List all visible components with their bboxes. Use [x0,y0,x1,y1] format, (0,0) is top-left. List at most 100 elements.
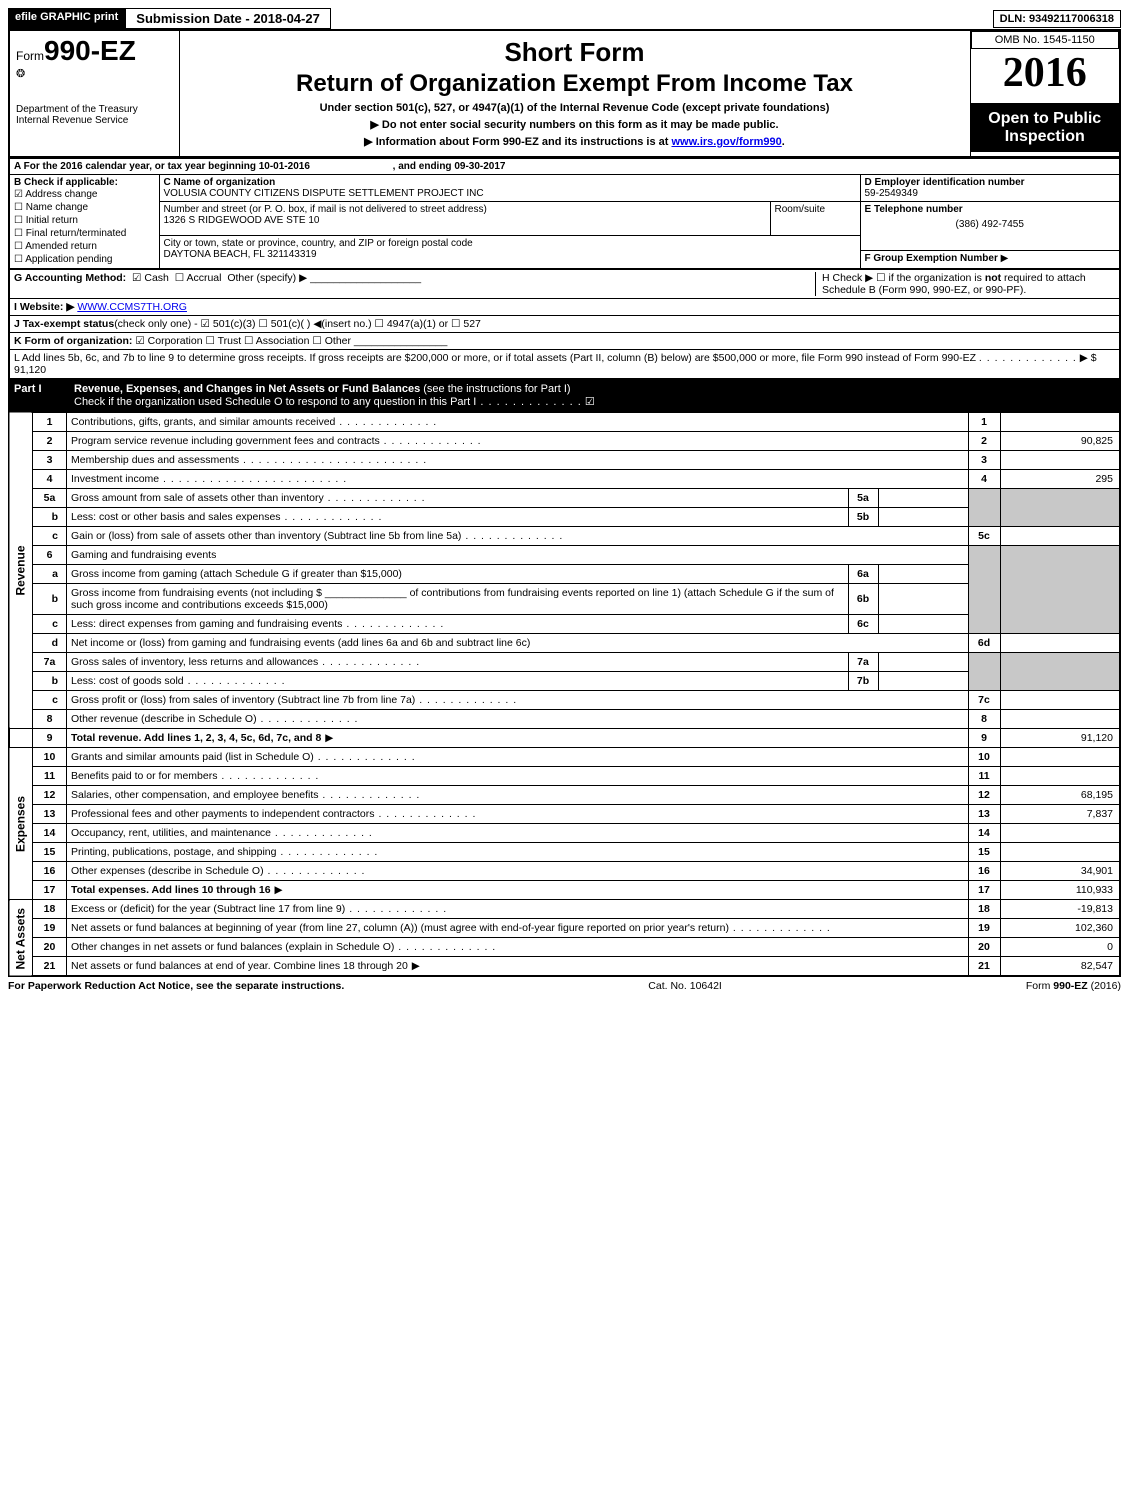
section-l: L Add lines 5b, 6c, and 7b to line 9 to … [10,350,1119,378]
line-rn: 1 [968,412,1000,432]
line-desc: Investment income [71,473,159,485]
line-desc: Program service revenue including govern… [71,435,380,447]
omb-number: OMB No. 1545-1150 [971,31,1120,49]
chk-address-change[interactable]: Address change [14,188,155,201]
efile-print-button[interactable]: efile GRAPHIC print [8,8,125,29]
line-num: c [33,527,67,546]
line-rn: 8 [968,710,1000,729]
line-rn: 5c [968,527,1000,546]
line-desc: Grants and similar amounts paid (list in… [71,751,314,763]
line-desc: Gross income from fundraising events (no… [71,587,322,599]
mini-label: 7b [848,672,878,691]
line-desc: Less: cost or other basis and sales expe… [71,511,281,523]
line-desc: Gross sales of inventory, less returns a… [71,656,318,668]
section-a-line: A For the 2016 calendar year, or tax yea… [14,161,310,172]
submission-date-box: Submission Date - 2018-04-27 [125,8,331,29]
line-rn: 17 [968,881,1000,900]
line-amount: 68,195 [1000,786,1120,805]
line-desc: Net assets or fund balances at end of ye… [71,960,408,972]
line-num: 11 [33,767,67,786]
line-amount: 0 [1000,938,1120,957]
section-h: H Check ▶ ☐ if the organization is not r… [815,272,1115,296]
b-label: B Check if applicable: [14,177,118,188]
website-link[interactable]: WWW.CCMS7TH.ORG [77,301,187,313]
line-desc: Gain or (loss) from sale of assets other… [71,530,461,542]
subdate-value: 2018-04-27 [253,11,320,26]
chk-amended-return[interactable]: Amended return [14,240,155,253]
short-form-title: Short Form [186,37,964,68]
mini-value [878,615,968,634]
mini-label: 5a [848,489,878,508]
line-rn: 19 [968,919,1000,938]
mini-value [878,565,968,584]
line-rn: 10 [968,748,1000,767]
line-num: 19 [33,919,67,938]
line-amount [1000,451,1120,470]
line-num: 1 [33,412,67,432]
chk-initial-return[interactable]: Initial return [14,214,155,227]
line-amount: 295 [1000,470,1120,489]
part-1-title: Revenue, Expenses, and Changes in Net As… [74,383,1115,408]
chk-final-return[interactable]: Final return/terminated [14,227,155,240]
line-amount [1000,824,1120,843]
line-amount: 82,547 [1000,957,1120,977]
under-section-subtitle: Under section 501(c), 527, or 4947(a)(1)… [186,102,964,114]
chk-application-pending[interactable]: Application pending [14,253,155,266]
line-num: 10 [33,748,67,767]
shaded-cell [1000,546,1120,634]
dept-treasury: Department of the Treasury [16,104,173,115]
phone-value: (386) 492-7455 [865,215,1116,234]
open-to-public-box: Open to Public Inspection [971,104,1120,152]
line-desc: Excess or (deficit) for the year (Subtra… [71,903,345,915]
seal-icon: ❂ [16,67,173,80]
footer-catno: Cat. No. 10642I [648,980,722,992]
section-b-checkboxes: B Check if applicable: Address change Na… [9,175,159,270]
net-assets-section-label: Net Assets [9,900,33,977]
line-amount [1000,767,1120,786]
shaded-cell [968,653,1000,691]
g-other[interactable]: Other (specify) ▶ [227,272,307,284]
part-1-num: Part I [14,383,74,408]
line-amount: 110,933 [1000,881,1120,900]
line-desc: Total expenses. Add lines 10 through 16 [71,884,271,896]
line-amount: 90,825 [1000,432,1120,451]
line-num: 13 [33,805,67,824]
return-title: Return of Organization Exempt From Incom… [186,70,964,98]
info-note-prefix: ▶ Information about Form 990-EZ and its … [364,136,671,148]
g-cash[interactable]: Cash [144,272,169,284]
org-name: VOLUSIA COUNTY CITIZENS DISPUTE SETTLEME… [164,188,484,199]
line-desc: Other changes in net assets or fund bala… [71,941,394,953]
line-amount: 102,360 [1000,919,1120,938]
part-1-table: Revenue 1 Contributions, gifts, grants, … [8,411,1121,977]
line-num: d [33,634,67,653]
mini-value [878,508,968,527]
line-amount: -19,813 [1000,900,1120,919]
line-rn: 3 [968,451,1000,470]
revenue-section-label: Revenue [9,412,33,729]
line-amount [1000,748,1120,767]
line-rn: 9 [968,729,1000,748]
line-rn: 12 [968,786,1000,805]
d-label: D Employer identification number [865,177,1025,188]
dln-label: DLN: [1000,13,1029,25]
line-amount [1000,634,1120,653]
g-accrual[interactable]: Accrual [186,272,221,284]
chk-name-change[interactable]: Name change [14,201,155,214]
line-rn: 11 [968,767,1000,786]
section-k: K Form of organization: ☑ Corporation ☐ … [10,333,1119,350]
info-note: ▶ Information about Form 990-EZ and its … [186,135,964,148]
line-num: b [33,508,67,527]
part-1-header: Part I Revenue, Expenses, and Changes in… [8,380,1121,411]
dln-box: DLN: 93492117006318 [993,10,1121,28]
line-desc: Contributions, gifts, grants, and simila… [71,416,335,428]
line-num: 12 [33,786,67,805]
line-rn: 16 [968,862,1000,881]
line-num: 15 [33,843,67,862]
shaded-cell [968,546,1000,634]
top-bar: efile GRAPHIC print Submission Date - 20… [8,8,1121,29]
section-g: G Accounting Method: ☑ Cash ☐ Accrual Ot… [14,272,815,296]
page-footer: For Paperwork Reduction Act Notice, see … [8,977,1121,995]
mini-value [878,584,968,615]
line-rn: 18 [968,900,1000,919]
irs-link[interactable]: www.irs.gov/form990 [672,136,782,148]
